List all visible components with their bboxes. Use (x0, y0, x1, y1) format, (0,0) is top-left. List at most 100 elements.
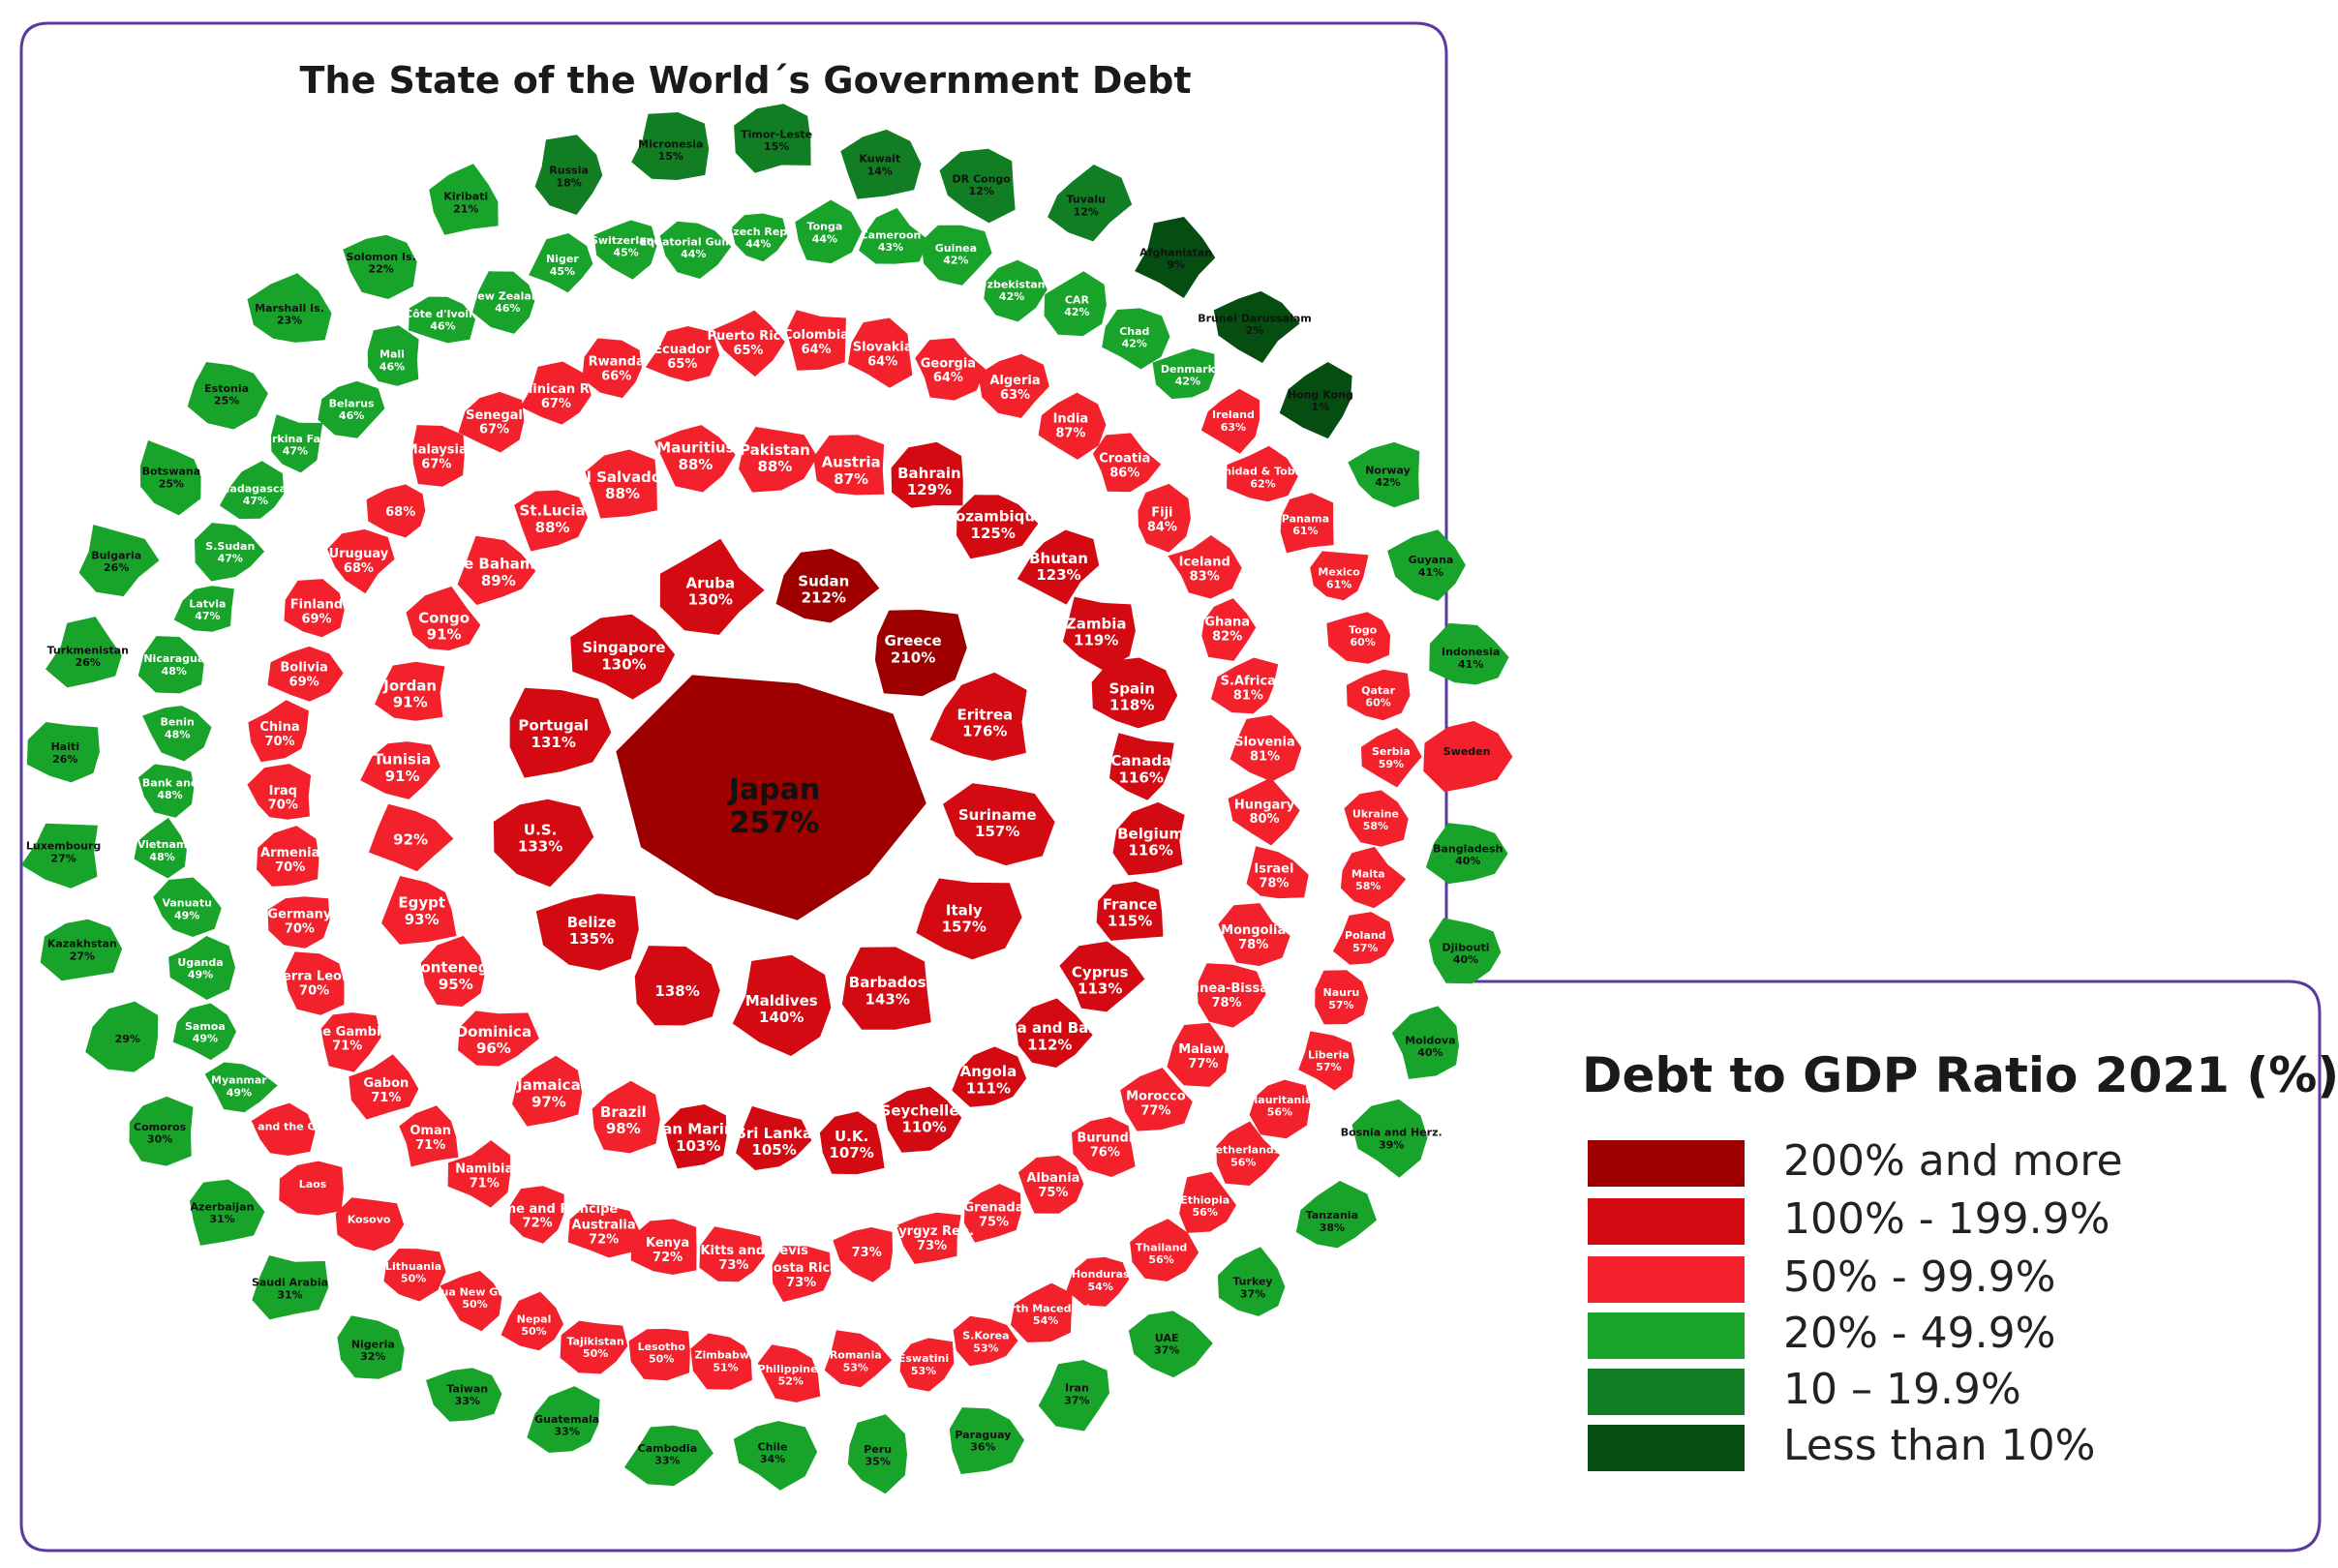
country-name-afghanistan-187: Afghanistan (1139, 247, 1212, 259)
country-value-kyrgyz-rep-60: 73% (917, 1239, 947, 1253)
country-shape-the-bahamas-38 (457, 535, 536, 605)
country-shape-brunei-darussalam-188 (1213, 290, 1300, 363)
country-shape-sao-tome-and-principe-66 (509, 1186, 564, 1244)
legend-swatch-20-49 (1588, 1312, 1745, 1359)
country-shape-armenia-73 (257, 826, 319, 887)
country-shape-comoros-169 (129, 1096, 194, 1166)
country-shape-morocco-56 (1120, 1068, 1193, 1131)
country-shape-nauru-100 (1315, 970, 1369, 1025)
legend: Debt to GDP Ratio 2021 (%) 200% and more… (1582, 1047, 2338, 1471)
country-name-cyprus-22: Cyprus (1072, 963, 1129, 980)
country-shape-kenya-64 (630, 1219, 697, 1275)
country-shape-togo-94 (1326, 612, 1391, 664)
country-value-uganda-123: 49% (188, 969, 213, 981)
country-name-haiti-173: Haiti (51, 740, 79, 753)
country-shape-ghana-48 (1201, 598, 1257, 661)
country-value-tajikistan-114: 50% (583, 1347, 608, 1360)
country-value-guyana-149: 41% (1418, 566, 1443, 579)
country-shape-seychelles-25 (883, 1086, 962, 1153)
country-value-albania-58: 75% (1038, 1186, 1068, 1200)
country-name-algeria-89: Algeria (989, 374, 1040, 388)
country-name-the-bahamas-38: The Bahamas (443, 556, 553, 573)
country-shape-cambodia-163 (623, 1425, 714, 1487)
country-name-mauritania-102: Mauritania (1247, 1094, 1312, 1106)
country-value-senegal-81: 67% (479, 423, 509, 437)
country-shape-greece-2 (874, 610, 967, 697)
country-value-france-21: 115% (1108, 913, 1152, 930)
country-shape-cameroon-142 (859, 207, 929, 264)
country-name-brazil-29: Brazil (600, 1103, 647, 1121)
country-name-azerbaijan-168: Azerbaijan (191, 1200, 255, 1213)
country-shape-tonga-141 (795, 199, 863, 264)
country-value-maldives-7: 140% (759, 1009, 804, 1026)
country-shape-138-8 (634, 946, 720, 1026)
country-shape-mexico-93 (1310, 551, 1369, 601)
country-name-co-te-d-ivoire-135: Côte d'Ivoire (405, 308, 481, 320)
country-value-kiribati-180: 21% (453, 202, 478, 215)
country-value-seychelles-25: 110% (901, 1119, 946, 1136)
country-73-61: 73% (833, 1227, 893, 1282)
country-value-vanuatu-124: 49% (174, 909, 199, 921)
country-name-senegal-81: Senegal (466, 408, 523, 423)
country-name-tanzania-156: Tanzania (1306, 1209, 1358, 1221)
country-value-ethiopia-104: 56% (1193, 1206, 1218, 1219)
map-frame (19, 21, 2322, 1553)
country-value-qatar-95: 60% (1365, 697, 1390, 709)
country-value-92-34: 92% (393, 831, 428, 849)
country-value-singapore-12: 130% (601, 655, 646, 673)
country-shape-taiwan-165 (426, 1368, 502, 1422)
country-name-vanuatu-124: Vanuatu (162, 897, 212, 910)
country-name-sao-tome-and-principe-66: Sao Tome and Principe (457, 1202, 619, 1217)
country-value-guinea-bissau-54: 78% (1211, 996, 1241, 1010)
country-name-bosnia-and-herz-155: Bosnia and Herz. (1341, 1127, 1442, 1139)
country-value-brazil-29: 98% (606, 1120, 641, 1137)
country-shape-maldives-7 (732, 954, 832, 1056)
country-value-azerbaijan-168: 31% (209, 1213, 234, 1225)
country-shape-turkmenistan-174 (46, 617, 122, 688)
country-value-greece-2: 210% (891, 648, 935, 666)
country-name-seychelles-25: Seychelles (881, 1102, 968, 1120)
country-shape-france-21 (1096, 881, 1164, 941)
country-value-saint-kitts-and-nevis-63: 73% (718, 1258, 748, 1273)
country-name-tajikistan-114: Tajikistan (566, 1335, 623, 1347)
country-value-togo-94: 60% (1351, 636, 1376, 648)
country-shape-saint-kitts-and-nevis-63 (699, 1226, 766, 1282)
country-value-norway-148: 42% (1375, 476, 1400, 489)
country-shape-serbia-96 (1361, 728, 1422, 788)
country-shape-sierra-leone-71 (285, 951, 345, 1015)
country-name-colombia-86: Colombia (783, 328, 849, 343)
country-value-philippines-111: 52% (778, 1375, 804, 1388)
country-name-indonesia-150: Indonesia (1442, 646, 1500, 658)
country-name-solomon-is-179: Solomon Is. (346, 251, 415, 263)
country-shape-chile-162 (733, 1421, 818, 1491)
country-value-netherlands-103: 56% (1230, 1156, 1256, 1168)
country-dominican-rep-82: Dominican Rep.67% (501, 361, 612, 425)
country-shape-austria-43 (813, 435, 885, 496)
